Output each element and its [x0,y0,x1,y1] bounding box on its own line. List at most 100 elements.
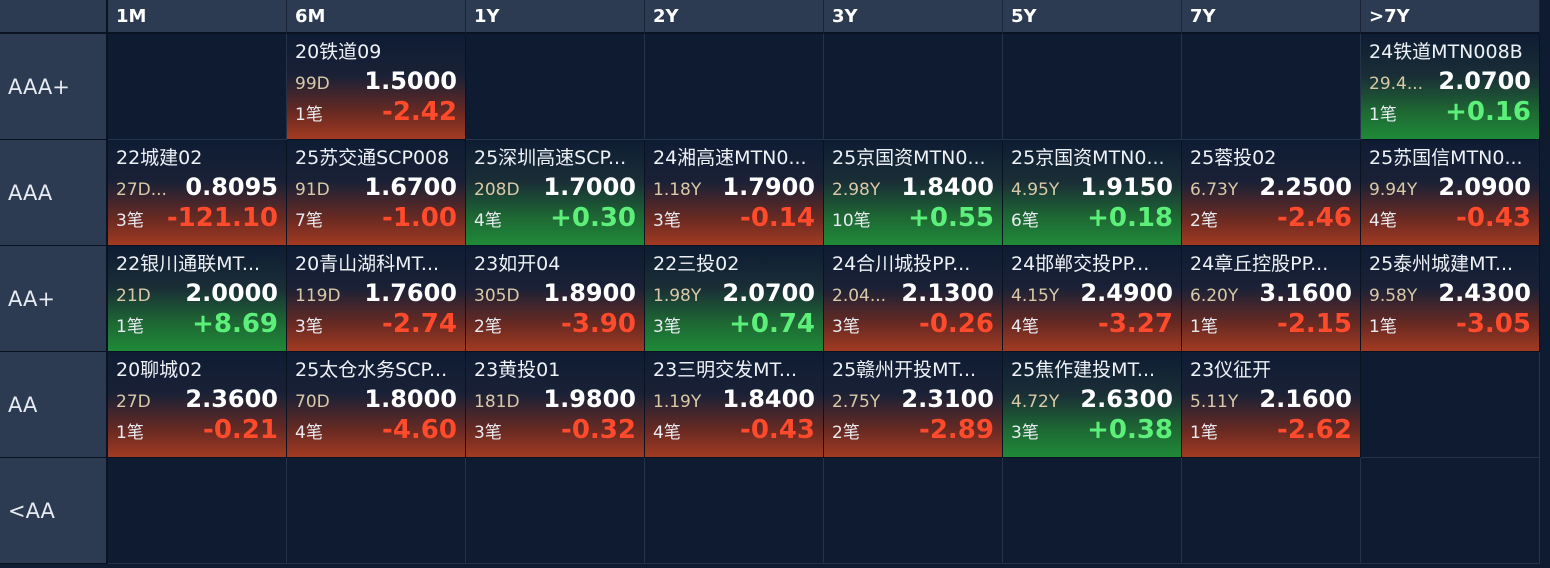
yield-change: -4.60 [382,415,457,445]
bond-cell[interactable]: 24铁道MTN008B 29.4... 2.0700 1笔 +0.16 [1361,34,1540,140]
bond-term: 9.94Y [1369,180,1418,200]
bond-cell[interactable]: 25京国资MTN0... 2.98Y 1.8400 10笔 +0.55 [824,140,1003,246]
bond-term-price-row: 4.15Y 2.4900 [1011,279,1173,307]
yield-change: -0.26 [919,309,994,339]
bond-cell[interactable]: 23如开04 305D 1.8900 2笔 -3.90 [466,246,645,352]
bond-trades-change-row: 3笔 -0.14 [653,203,815,233]
bond-yield: 1.8900 [543,279,636,307]
trade-count: 4笔 [1369,211,1397,231]
trade-count: 4笔 [653,423,681,443]
row-label[interactable]: AAA+ [0,34,108,140]
bond-yield: 2.0700 [722,279,815,307]
bond-trades-change-row: 3笔 +0.74 [653,309,815,339]
bond-cell[interactable]: 25蓉投02 6.73Y 2.2500 2笔 -2.46 [1182,140,1361,246]
bond-yield: 1.7900 [722,173,815,201]
trade-count: 3笔 [1011,423,1039,443]
column-header-3[interactable]: 1Y [466,0,645,34]
bond-cell[interactable]: 20铁道09 99D 1.5000 1笔 -2.42 [287,34,466,140]
bond-cell[interactable]: 25焦作建投MT... 4.72Y 2.6300 3笔 +0.38 [1003,352,1182,458]
bond-trades-change-row: 10笔 +0.55 [832,203,994,233]
bond-term-price-row: 70D 1.8000 [295,385,457,413]
yield-change: +0.18 [1087,203,1173,233]
bond-yield: 2.2500 [1259,173,1352,201]
bond-name: 20聊城02 [116,359,203,381]
bond-name: 25苏国信MTN0... [1369,147,1523,169]
empty-cell [824,34,1003,140]
bond-cell[interactable]: 20聊城02 27D 2.3600 1笔 -0.21 [108,352,287,458]
trade-count: 1笔 [1369,317,1397,337]
column-header-8[interactable]: >7Y [1361,0,1540,34]
bond-name: 20铁道09 [295,41,382,63]
bond-term: 5.11Y [1190,392,1239,412]
bond-name: 20青山湖科MT... [295,253,440,275]
bond-cell[interactable]: 23仪征开 5.11Y 2.1600 1笔 -2.62 [1182,352,1361,458]
bond-cell[interactable]: 23三明交发MT... 1.19Y 1.8400 4笔 -0.43 [645,352,824,458]
bond-cell[interactable]: 22城建02 27D... 0.8095 3笔 -121.10 [108,140,287,246]
bond-name: 25太仓水务SCP... [295,359,448,381]
empty-cell [108,458,287,564]
trade-count: 6笔 [1011,211,1039,231]
bond-trades-change-row: 3笔 +0.38 [1011,415,1173,445]
column-header-1[interactable]: 1M [108,0,287,34]
bond-cell[interactable]: 24合川城投PP... 2.04... 2.1300 3笔 -0.26 [824,246,1003,352]
empty-cell [1361,352,1540,458]
column-header-5[interactable]: 3Y [824,0,1003,34]
column-header-4[interactable]: 2Y [645,0,824,34]
bond-yield: 2.0700 [1438,67,1531,95]
bond-term: 6.73Y [1190,180,1239,200]
column-header-2[interactable]: 6M [287,0,466,34]
yield-change: -3.05 [1456,309,1531,339]
empty-cell [1361,458,1540,564]
bond-name: 23黄投01 [474,359,561,381]
yield-change: -0.43 [740,415,815,445]
yield-change: +0.30 [550,203,636,233]
column-header-6[interactable]: 5Y [1003,0,1182,34]
bond-cell[interactable]: 20青山湖科MT... 119D 1.7600 3笔 -2.74 [287,246,466,352]
trade-count: 3笔 [295,317,323,337]
bond-term: 305D [474,286,520,306]
bond-trades-change-row: 3笔 -121.10 [116,203,278,233]
bond-yield: 2.0900 [1438,173,1531,201]
bond-cell[interactable]: 25深圳高速SCP... 208D 1.7000 4笔 +0.30 [466,140,645,246]
row-label[interactable]: AA+ [0,246,108,352]
bond-cell[interactable]: 22银川通联MT... 21D 2.0000 1笔 +8.69 [108,246,287,352]
bond-cell[interactable]: 24湘高速MTN0... 1.18Y 1.7900 3笔 -0.14 [645,140,824,246]
bond-cell[interactable]: 24邯郸交投PP... 4.15Y 2.4900 4笔 -3.27 [1003,246,1182,352]
bond-term-price-row: 9.94Y 2.0900 [1369,173,1531,201]
row-label[interactable]: AA [0,352,108,458]
bond-cell[interactable]: 25泰州城建MT... 9.58Y 2.4300 1笔 -3.05 [1361,246,1540,352]
bond-cell[interactable]: 23黄投01 181D 1.9800 3笔 -0.32 [466,352,645,458]
bond-cell[interactable]: 25京国资MTN0... 4.95Y 1.9150 6笔 +0.18 [1003,140,1182,246]
bond-cell[interactable]: 25苏国信MTN0... 9.94Y 2.0900 4笔 -0.43 [1361,140,1540,246]
bond-name: 25苏交通SCP008 [295,147,450,169]
yield-change: -2.46 [1277,203,1352,233]
bond-cell[interactable]: 25赣州开投MT... 2.75Y 2.3100 2笔 -2.89 [824,352,1003,458]
bond-term-price-row: 9.58Y 2.4300 [1369,279,1531,307]
row-label[interactable]: <AA [0,458,108,564]
bond-yield: 2.0000 [185,279,278,307]
bond-cell[interactable]: 24章丘控股PP... 6.20Y 3.1600 1笔 -2.15 [1182,246,1361,352]
trade-count: 7笔 [295,211,323,231]
bond-term-price-row: 4.72Y 2.6300 [1011,385,1173,413]
bond-cell[interactable]: 25苏交通SCP008 91D 1.6700 7笔 -1.00 [287,140,466,246]
bond-yield: 3.1600 [1259,279,1352,307]
trade-count: 3笔 [474,423,502,443]
trade-count: 3笔 [832,317,860,337]
bond-term: 208D [474,180,520,200]
bond-name: 23仪征开 [1190,359,1272,381]
bond-cell[interactable]: 22三投02 1.98Y 2.0700 3笔 +0.74 [645,246,824,352]
bond-trades-change-row: 1笔 -0.21 [116,415,278,445]
bond-name: 23如开04 [474,253,561,275]
bond-trades-change-row: 1笔 -3.05 [1369,309,1531,339]
yield-change: -0.43 [1456,203,1531,233]
trade-count: 2笔 [474,317,502,337]
yield-change: -0.32 [561,415,636,445]
bond-term-price-row: 21D 2.0000 [116,279,278,307]
bond-yield: 2.4900 [1080,279,1173,307]
trade-count: 1笔 [116,423,144,443]
bond-cell[interactable]: 25太仓水务SCP... 70D 1.8000 4笔 -4.60 [287,352,466,458]
bond-term-price-row: 2.04... 2.1300 [832,279,994,307]
bond-yield: 1.7000 [543,173,636,201]
column-header-7[interactable]: 7Y [1182,0,1361,34]
row-label[interactable]: AAA [0,140,108,246]
